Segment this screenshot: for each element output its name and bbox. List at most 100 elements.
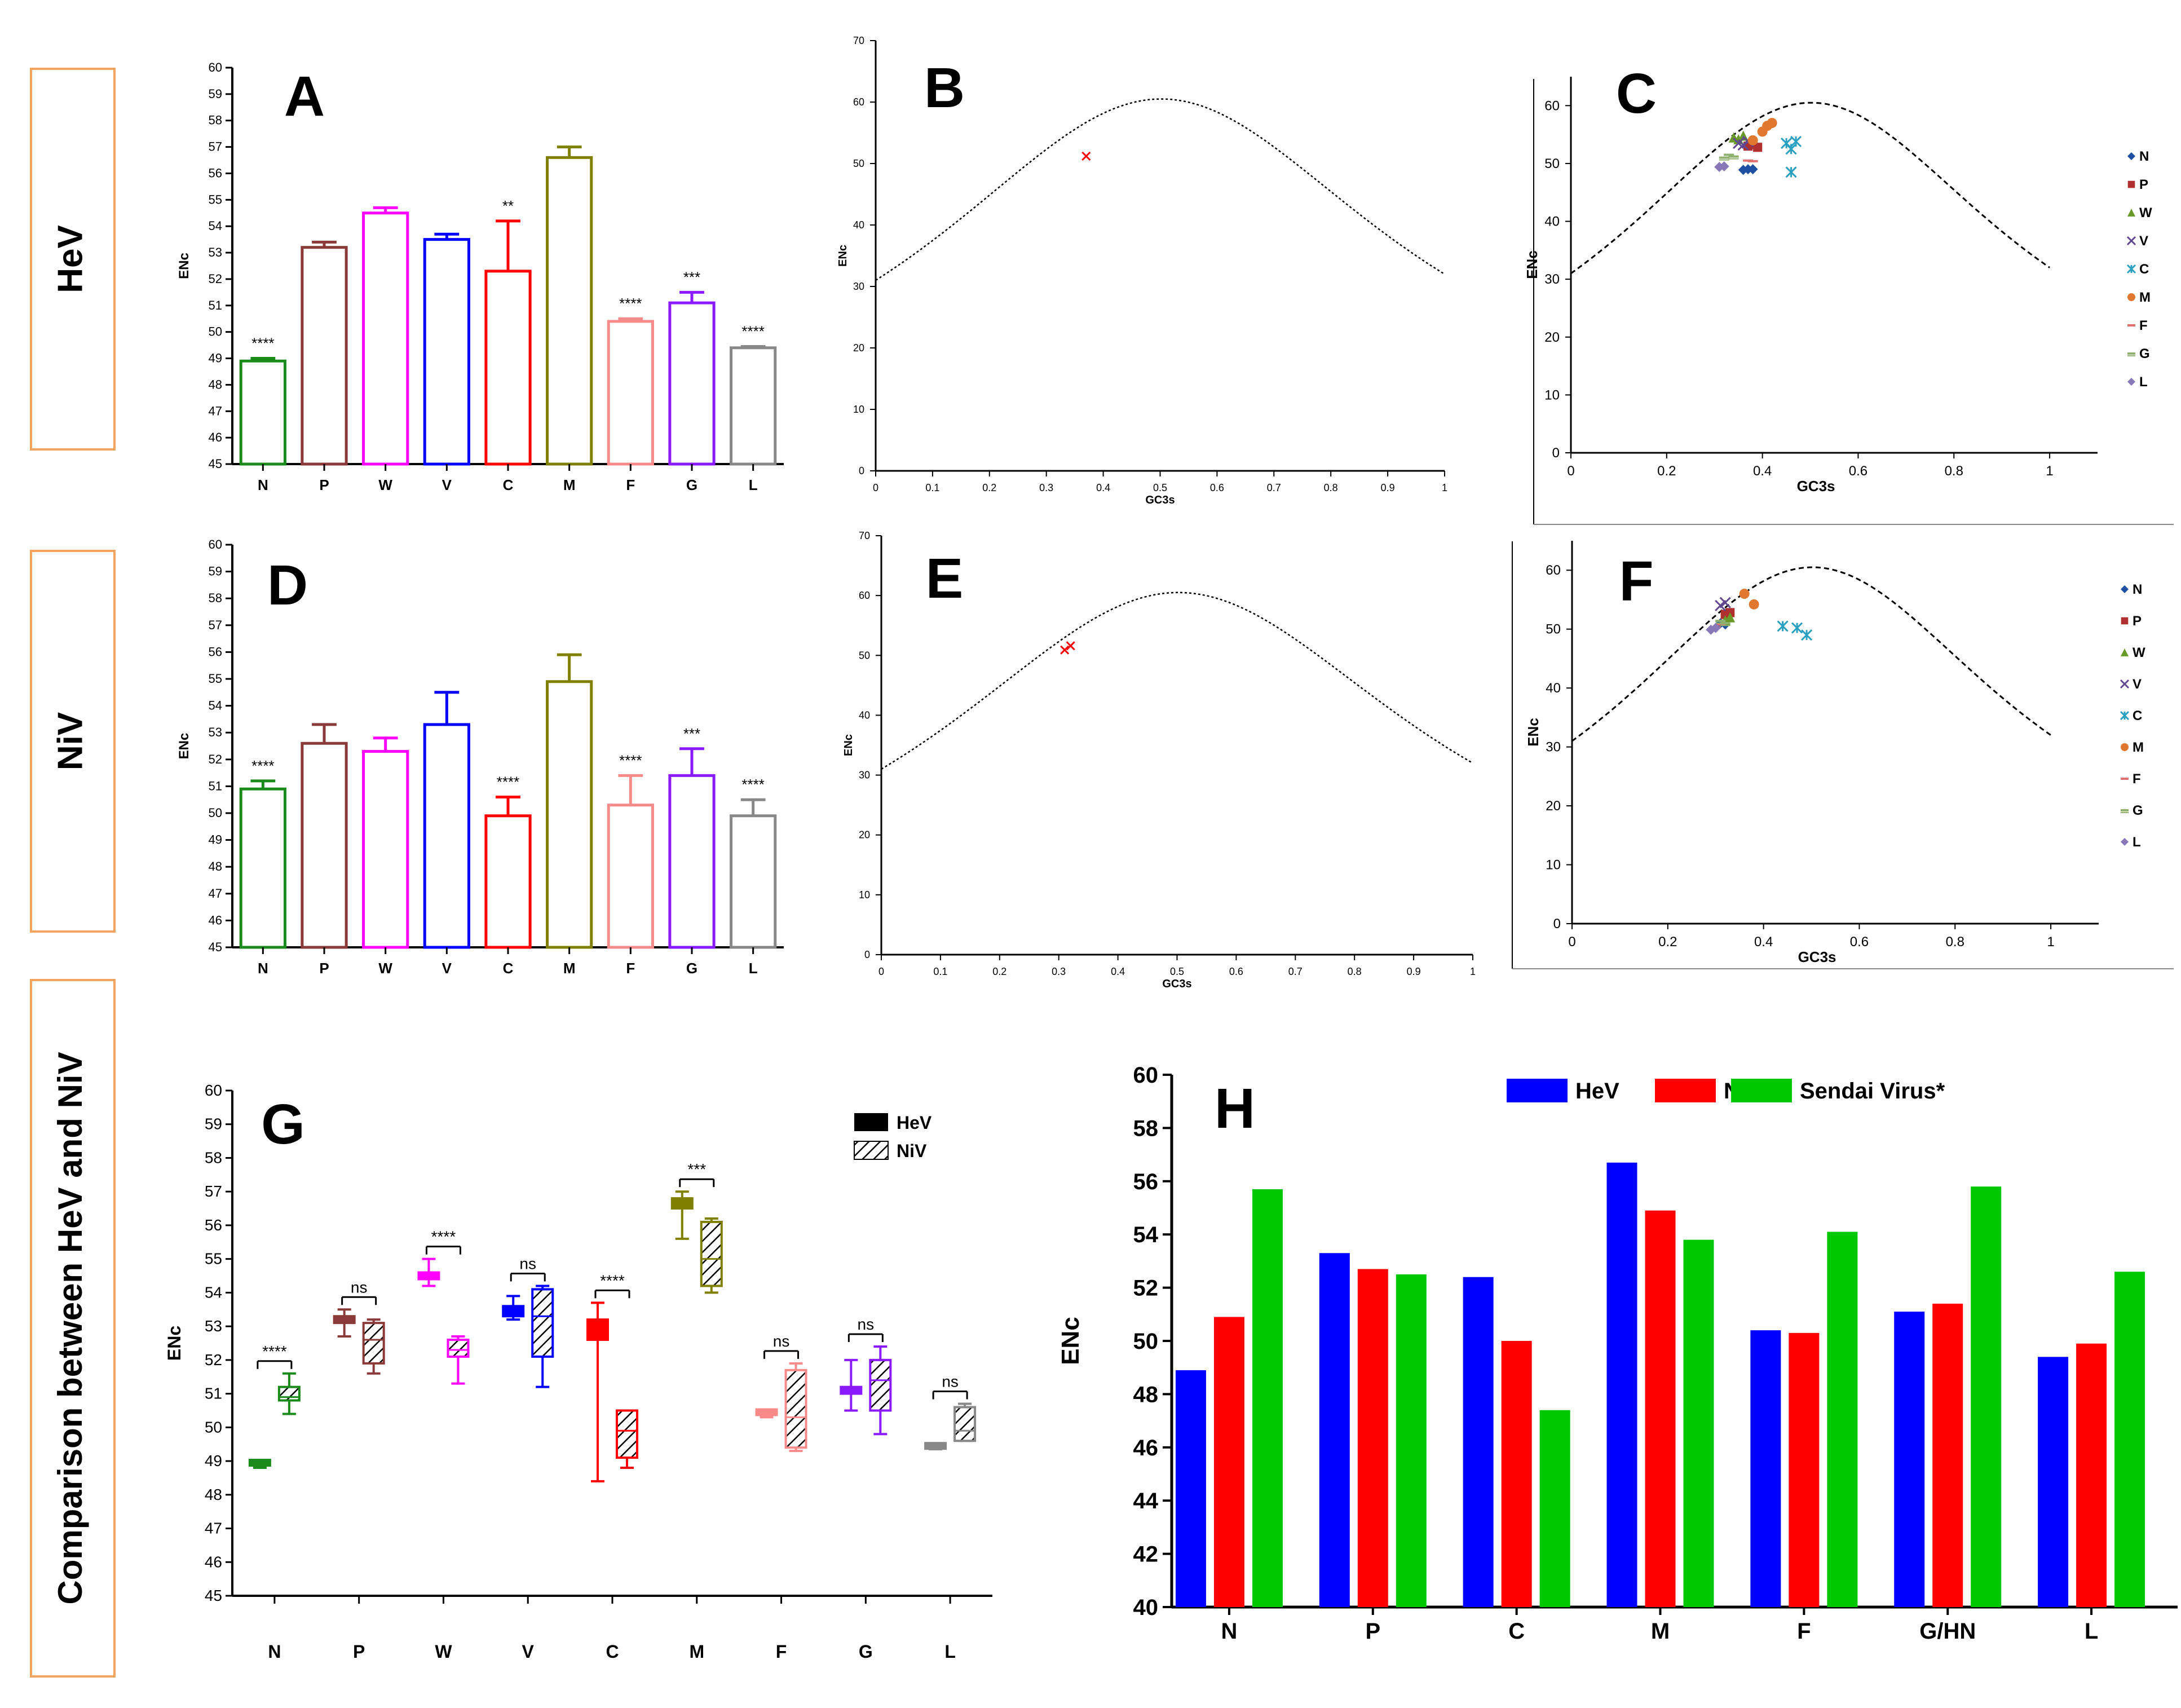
y-tick-label: 30 (1546, 740, 1561, 755)
data-point (1737, 139, 1749, 151)
significance-label: *** (683, 268, 700, 285)
panel-letter: E (926, 547, 964, 610)
row-label: Comparison between HeV and NiV (51, 1052, 89, 1604)
y-tick-label: 51 (209, 298, 222, 312)
y-tick-label: 58 (1133, 1116, 1159, 1141)
bar (1252, 1189, 1283, 1607)
data-point (1066, 641, 1075, 651)
y-tick-label: 60 (209, 537, 222, 551)
data-point (1747, 135, 1758, 145)
bar (1539, 1410, 1570, 1607)
y-tick-label: 60 (209, 60, 222, 74)
bar (668, 301, 716, 466)
y-tick-label: 0 (1553, 916, 1561, 932)
significance-label: *** (687, 1160, 706, 1178)
box (502, 1305, 525, 1318)
significance-label: **** (431, 1228, 456, 1246)
x-tick-label: 0.6 (1229, 966, 1243, 977)
bar (1213, 1317, 1244, 1607)
x-tick-label: 0.8 (1348, 966, 1362, 977)
y-tick-label: 57 (209, 140, 222, 154)
significance-label: ns (351, 1278, 368, 1296)
x-tick-label: 0.3 (1039, 482, 1053, 493)
significance-label: ** (502, 197, 514, 214)
bar (301, 246, 348, 466)
y-tick-label: 45 (209, 940, 222, 954)
y-tick-label: 70 (853, 35, 864, 46)
y-tick-label: 50 (853, 158, 864, 169)
x-tick-label: 0.2 (992, 966, 1006, 977)
legend-label: C (2133, 708, 2142, 723)
y-tick-label: 49 (205, 1452, 222, 1469)
box (784, 1369, 807, 1449)
x-tick-label: 1 (1470, 966, 1476, 977)
y-tick-label: 52 (209, 272, 222, 286)
data-point (2121, 743, 2129, 751)
significance-label: **** (600, 1272, 625, 1289)
y-tick-label: 40 (1133, 1595, 1159, 1620)
x-axis-label: GC3s (1798, 948, 1836, 965)
x-tick-label: C (503, 960, 514, 977)
y-tick-label: 10 (1546, 858, 1561, 873)
x-tick-label: V (522, 1641, 535, 1662)
box (277, 1385, 301, 1402)
x-tick-label: 0.2 (982, 482, 996, 493)
legend-label: P (2139, 177, 2148, 192)
y-tick-label: 56 (209, 645, 222, 659)
legend-label: V (2139, 233, 2148, 249)
data-point (1753, 143, 1763, 152)
panel-letter: B (924, 56, 965, 120)
row-label: HeV (51, 225, 90, 293)
x-tick-label: 0.6 (1210, 482, 1224, 493)
y-tick-label: 60 (205, 1082, 222, 1099)
y-tick-label: 56 (1133, 1169, 1159, 1194)
data-point (2121, 585, 2129, 593)
x-tick-label: 0.4 (1111, 966, 1125, 977)
bar (546, 680, 593, 949)
y-tick-label: 45 (209, 457, 222, 471)
bar (423, 238, 470, 466)
y-tick-label: 45 (205, 1587, 222, 1604)
y-tick-label: 57 (209, 618, 222, 632)
legend-label: M (2133, 740, 2144, 755)
legend-swatch (1655, 1079, 1716, 1102)
bar (239, 787, 286, 949)
x-tick-label: L (2085, 1619, 2098, 1644)
y-tick-label: 54 (1133, 1222, 1159, 1247)
box (924, 1442, 947, 1450)
y-tick-label: 60 (859, 590, 870, 601)
significance-label: ns (858, 1316, 875, 1333)
x-tick-label: 0.8 (1945, 464, 1963, 479)
x-tick-label: N (268, 1641, 281, 1662)
y-axis-label: ENc (176, 733, 192, 760)
x-tick-label: P (319, 476, 329, 493)
y-axis-label: ENc (164, 1326, 184, 1361)
x-tick-label: 0.4 (1096, 482, 1110, 493)
y-tick-label: 60 (1544, 98, 1560, 113)
y-axis-label: ENc (1525, 718, 1542, 747)
significance-label: **** (262, 1343, 287, 1360)
data-point (2120, 679, 2130, 689)
bar (2076, 1343, 2107, 1607)
data-point (1749, 599, 1759, 610)
data-point (2121, 617, 2129, 625)
bar (2038, 1357, 2069, 1607)
y-tick-label: 0 (859, 465, 864, 476)
y-tick-label: 10 (1544, 387, 1560, 403)
x-tick-label: 0.9 (1407, 966, 1421, 977)
y-tick-label: 54 (209, 219, 222, 233)
bar (730, 814, 777, 949)
significance-label: ns (942, 1373, 959, 1391)
expected-enc-curve (1570, 101, 2050, 275)
panel-letter: F (1619, 550, 1653, 613)
x-tick-label: 0.5 (1153, 482, 1167, 493)
data-point (2121, 648, 2129, 656)
bar (1827, 1232, 1858, 1607)
x-tick-label: G (686, 960, 697, 977)
data-point (2127, 209, 2135, 217)
legend-label: G (2133, 803, 2143, 818)
box (616, 1409, 638, 1459)
y-tick-label: 49 (209, 833, 222, 847)
bar (423, 723, 470, 949)
legend-label: L (2133, 835, 2141, 850)
